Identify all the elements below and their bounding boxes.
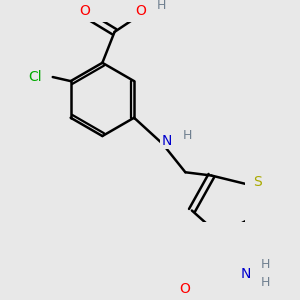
- Text: H: H: [157, 0, 167, 11]
- Text: O: O: [135, 4, 146, 18]
- Text: H: H: [260, 276, 270, 289]
- Text: H: H: [182, 129, 192, 142]
- Text: H: H: [260, 258, 270, 271]
- Text: O: O: [179, 283, 190, 296]
- Text: N: N: [240, 267, 251, 281]
- Text: S: S: [254, 175, 262, 189]
- Text: Cl: Cl: [28, 70, 42, 84]
- Text: N: N: [161, 134, 172, 148]
- Text: O: O: [79, 4, 90, 18]
